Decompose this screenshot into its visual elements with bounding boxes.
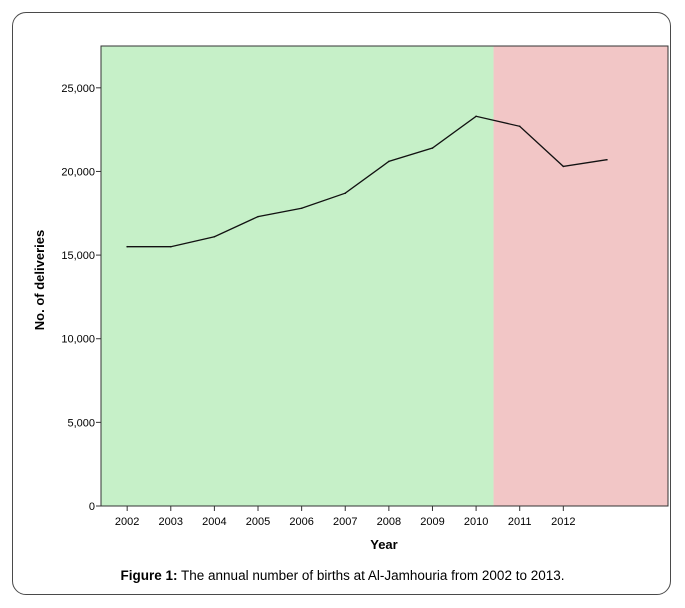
x-tick-label: 2003: [159, 516, 183, 528]
data-point: [475, 115, 477, 118]
x-tick-label: 2004: [202, 516, 226, 528]
y-tick-label: 20,000: [61, 166, 95, 178]
x-tick-label: 2006: [289, 516, 313, 528]
x-tick-label: 2008: [377, 516, 401, 528]
series-lines: [126, 115, 608, 248]
caption-text: The annual number of births at Al-Jamhou…: [177, 568, 565, 583]
y-axis-label: No. of deliveries: [32, 230, 47, 330]
x-axis-label: Year: [370, 537, 397, 552]
data-point: [257, 215, 259, 218]
data-point: [344, 192, 347, 194]
y-tick-label: 0: [89, 501, 95, 513]
x-tick-label: 2012: [551, 516, 575, 528]
data-point: [431, 147, 434, 149]
line-chart: 0 5,000 10,000 15,000 20,000 25,000 2002 2003 20…: [32, 45, 669, 552]
x-tick-label: 2005: [246, 516, 270, 528]
data-point: [562, 165, 565, 168]
y-tick-label: 5,000: [67, 417, 95, 429]
caption-label: Figure 1:: [120, 568, 178, 583]
plot-border: [100, 45, 669, 507]
x-tick-label: 2002: [115, 516, 139, 528]
background-regions: [101, 46, 668, 506]
data-point: [169, 245, 172, 248]
axes: [96, 45, 669, 511]
data-point: [518, 125, 521, 128]
data-point: [126, 245, 128, 248]
figure-caption: Figure 1: The annual number of births at…: [0, 568, 685, 583]
series-line-1: [127, 115, 607, 248]
data-point: [606, 158, 608, 161]
x-tick-label: 2011: [508, 516, 532, 528]
background-region-2: [493, 46, 668, 506]
x-tick-label: 2009: [420, 516, 444, 528]
x-tick-label: 2010: [464, 516, 488, 528]
data-point: [213, 235, 216, 238]
background-region-1: [101, 46, 494, 506]
data-point: [388, 160, 390, 163]
y-tick-label: 10,000: [61, 334, 95, 346]
y-tick-label: 15,000: [61, 250, 95, 262]
data-point: [300, 207, 303, 210]
x-tick-label: 2007: [333, 516, 357, 528]
tick-labels: 0 5,000 10,000 15,000 20,000 25,000 2002 2003 20…: [61, 83, 575, 528]
y-tick-label: 25,000: [61, 83, 95, 95]
